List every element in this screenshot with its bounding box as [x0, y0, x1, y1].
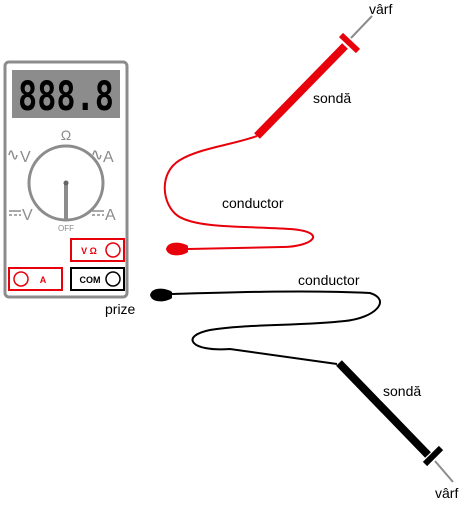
red-test-lead: [163, 15, 373, 256]
jack-amp[interactable]: A: [8, 267, 63, 291]
jack-vohm[interactable]: V Ω: [70, 238, 125, 262]
dial-off-label: OFF: [58, 224, 74, 233]
dial-dc-v-label: V: [22, 207, 33, 224]
label-probe-red: sondă: [313, 90, 351, 106]
label-lead-black: conductor: [298, 272, 360, 288]
ac-wave-icon: [92, 150, 102, 160]
dial-dc-a-label: A: [105, 207, 116, 224]
red-probe-guard: [338, 32, 361, 54]
black-test-lead: [150, 288, 454, 483]
label-lead-red: conductor: [222, 195, 284, 211]
jack-com[interactable]: COM: [70, 267, 125, 291]
dc-symbol-icon: [9, 210, 21, 216]
black-banana-plug: [150, 288, 172, 302]
red-probe-handle: [254, 43, 348, 139]
black-probe-handle: [336, 360, 431, 458]
dial-ac-v-label: V: [20, 149, 31, 166]
dial-hub: [63, 180, 69, 186]
dial-ac-a-label: A: [103, 149, 114, 166]
label-plug: prize: [105, 301, 136, 317]
red-lead-wire: [163, 135, 315, 250]
label-tip-black: vârf: [435, 485, 458, 501]
multimeter: 888.8 Ω V A V A OFF: [3, 60, 129, 299]
label-tip-red: vârf: [369, 1, 392, 17]
dc-symbol-icon: [92, 210, 104, 216]
black-probe-guard: [422, 445, 444, 467]
meter-display: [12, 70, 120, 118]
dial-ohm-label: Ω: [61, 127, 71, 143]
black-probe-tip: [434, 460, 454, 483]
svg-text:V Ω: V Ω: [81, 246, 97, 256]
svg-text:A: A: [40, 275, 47, 285]
red-banana-plug: [166, 242, 188, 256]
svg-text:COM: COM: [80, 275, 101, 285]
label-probe-black: sondă: [383, 383, 421, 399]
red-probe-tip: [350, 15, 373, 39]
display-readout: 888.8: [18, 74, 114, 120]
ac-wave-icon: [8, 150, 18, 160]
black-lead-wire: [171, 290, 381, 365]
